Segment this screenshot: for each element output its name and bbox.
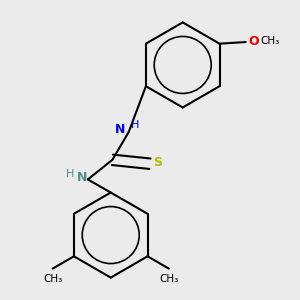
Text: H: H: [130, 120, 139, 130]
Text: CH₃: CH₃: [261, 36, 280, 46]
Text: S: S: [153, 156, 162, 169]
Text: O: O: [248, 34, 259, 48]
Text: CH₃: CH₃: [43, 274, 62, 284]
Text: H: H: [66, 169, 74, 178]
Text: N: N: [77, 171, 87, 184]
Text: N: N: [116, 123, 126, 136]
Text: CH₃: CH₃: [159, 274, 178, 284]
